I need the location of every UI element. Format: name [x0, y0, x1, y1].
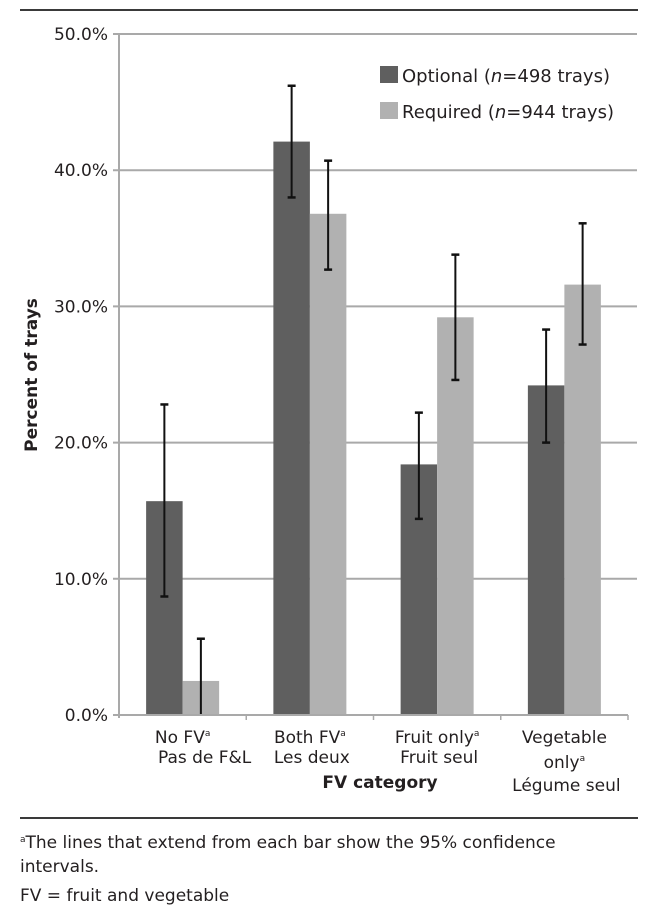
bar-required [437, 317, 474, 715]
x-tick-label-fr: Pas de F&L [158, 748, 252, 768]
footnote-abbrev: FV = fruit and vegetable [20, 884, 630, 908]
footnote-marker: a [20, 835, 26, 845]
x-tick-label: Both FVa [274, 728, 346, 748]
bar-optional [273, 141, 310, 715]
footnote-abbrev-text: FV = fruit and vegetable [20, 886, 230, 906]
y-tick-label: 40.0% [54, 161, 108, 181]
y-tick-label: 50.0% [54, 25, 108, 45]
bars [146, 141, 601, 715]
bar-required [309, 213, 347, 715]
y-axis-title: Percent of trays [22, 298, 42, 452]
top-rule [20, 9, 638, 11]
bar-chart: 0.0% 10.0% 20.0% 30.0% 40.0% 50.0% No FVaPas … [22, 25, 637, 796]
x-tick-label-fr: Les deux [274, 748, 350, 768]
y-tick-label: 20.0% [54, 434, 108, 454]
legend-swatch-required [380, 102, 398, 119]
y-tick-label: 0.0% [65, 706, 108, 726]
bar-required [564, 284, 601, 715]
x-tick-label-fr: Fruit seul [400, 748, 478, 768]
legend: Optional (n=498 trays) Required (n=944 tr… [380, 66, 614, 123]
x-tick-label: No FVa [155, 728, 210, 748]
x-tick-label-fr: Légume seul [512, 776, 620, 796]
legend-swatch-optional [380, 66, 398, 83]
x-axis-title: FV category [322, 773, 437, 793]
x-tick-label: Fruit onlya [395, 728, 480, 748]
x-tick-label-line2: onlya [544, 753, 585, 773]
y-tick-label: 30.0% [54, 297, 108, 317]
footnote-ci-text: The lines that extend from each bar show… [20, 833, 556, 877]
y-axis: 0.0% 10.0% 20.0% 30.0% 40.0% 50.0% [54, 25, 120, 726]
legend-label-optional: Optional (n=498 trays) [402, 66, 610, 87]
bottom-rule [20, 817, 638, 819]
x-tick-label: Vegetable [522, 728, 607, 748]
y-tick-label: 10.0% [54, 570, 108, 590]
error-bars [160, 84, 587, 715]
legend-label-required: Required (n=944 trays) [402, 102, 614, 123]
footnote-ci: aThe lines that extend from each bar sho… [20, 828, 630, 879]
